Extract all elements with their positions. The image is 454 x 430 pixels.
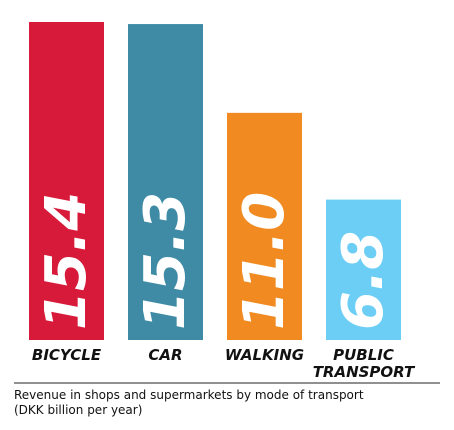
category-labels-layer: BICYCLE CAR WALKING PUBLIC TRANSPORT: [32, 346, 416, 381]
category-label-line: CAR: [148, 346, 182, 364]
category-label: BICYCLE: [32, 346, 102, 364]
bar-value-label: 15.3: [133, 192, 198, 330]
bar-value-label: 15.4: [34, 192, 99, 330]
bar-value-label: 6.8: [331, 231, 396, 330]
category-label-line: PUBLIC: [333, 346, 394, 364]
bar-public-transport: [326, 199, 401, 340]
bar-bicycle: [29, 22, 104, 340]
chart-caption: Revenue in shops and supermarkets by mod…: [14, 388, 434, 418]
category-label: WALKING: [225, 346, 304, 364]
category-label: CAR: [148, 346, 182, 364]
bar-walking: [227, 112, 302, 340]
category-label: PUBLIC TRANSPORT: [313, 346, 416, 381]
category-label-line: WALKING: [225, 346, 304, 364]
bar-car: [128, 24, 203, 340]
bars-layer: 15.4 15.3 11.0 6.8: [29, 22, 401, 340]
category-label-line: BICYCLE: [32, 346, 102, 364]
caption-line-2: (DKK billion per year): [14, 403, 143, 417]
category-label-line: TRANSPORT: [313, 363, 416, 381]
caption-line-1: Revenue in shops and supermarkets by mod…: [14, 388, 364, 402]
bar-value-label: 11.0: [232, 192, 297, 330]
